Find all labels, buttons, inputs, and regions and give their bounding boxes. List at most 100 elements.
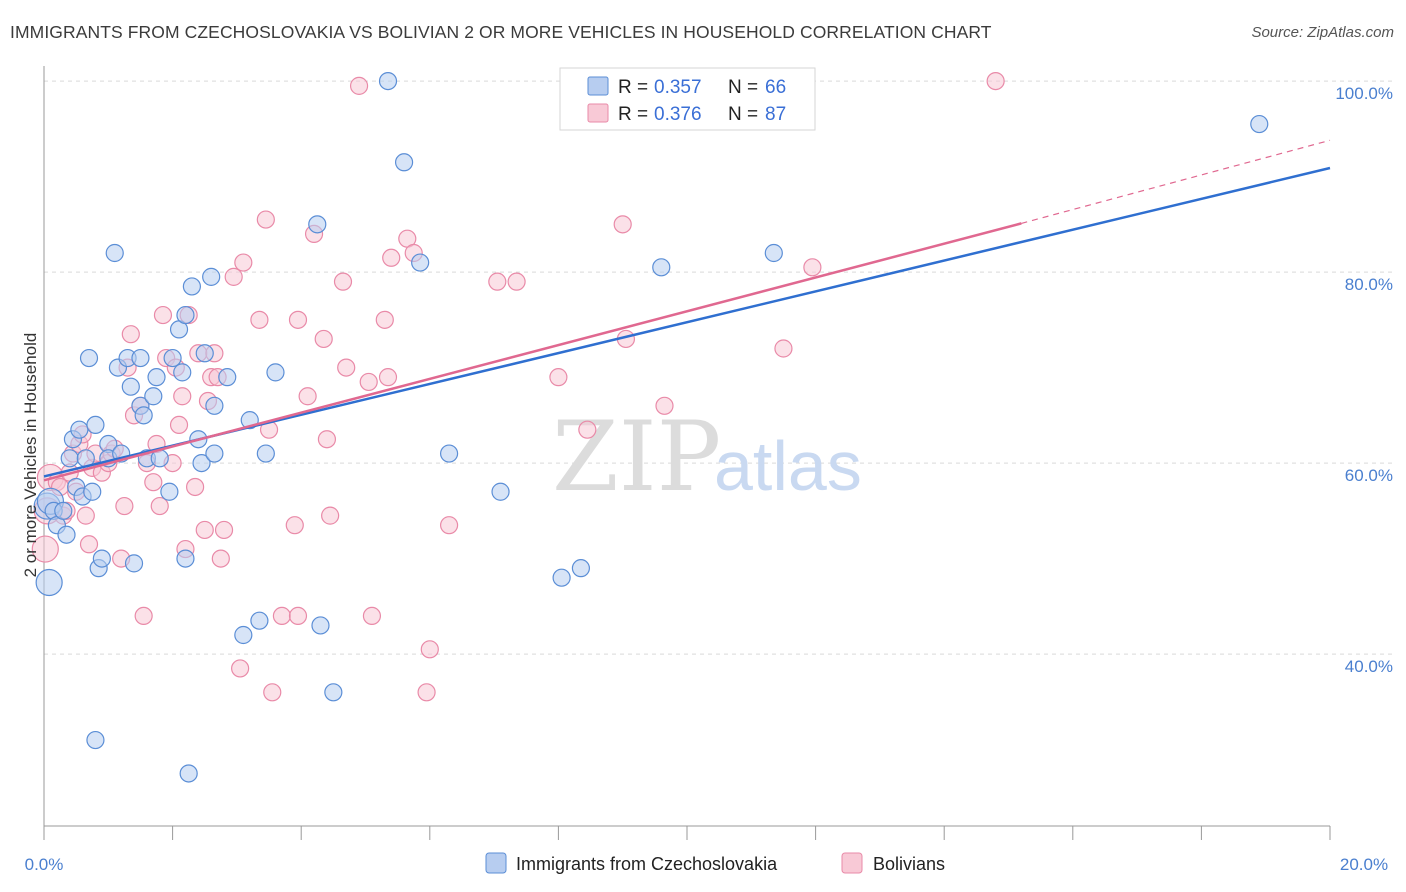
bolivians-point [298,387,317,406]
bolivians-point [256,210,275,229]
czechoslovakia-point [54,501,73,520]
bolivians-point [153,305,173,325]
czechoslovakia-point [160,482,179,501]
czechoslovakia-point [83,482,102,501]
legend-n-value: 87 [765,104,786,125]
bolivians-point [349,76,369,95]
legend-r-value: 0.376 [654,104,702,125]
bolivians-point [250,310,269,329]
czechoslovakia-point [202,267,221,286]
bolivians-point [186,477,205,497]
czechoslovakia-point [218,368,237,387]
axes: 0.0% 20.0% [25,66,1388,874]
czechoslovakia-point [552,568,571,587]
bolivians-point [321,506,340,525]
czechoslovakia-point [176,549,195,568]
bolivians-point [285,516,304,535]
bolivians-point [224,267,243,286]
czechoslovakia-points [33,71,1269,783]
czechoslovakia-point [57,525,76,544]
bolivians-point [333,272,353,291]
czechoslovakia-point [179,764,198,783]
bolivians-point [986,71,1005,91]
bolivians-point [214,520,234,540]
bolivians-point [488,272,507,291]
czechoslovakia-point [1250,114,1269,134]
czechoslovakia-point [250,611,269,630]
bolivians-point [382,248,401,267]
czechoslovakia-point [764,243,783,263]
bolivians-point [76,506,95,525]
bolivians-point [263,683,282,702]
bolivians-point [375,310,394,329]
bolivians-trend-extension [1021,139,1331,224]
bolivians-point [378,368,398,387]
czechoslovakia-point [491,482,510,501]
czechoslovakia-point [256,444,275,463]
czechoslovakia-point [79,348,99,368]
czechoslovakia-point [121,377,140,396]
bolivians-point [231,659,250,678]
czechoslovakia-point [394,153,414,172]
bolivians-point [337,358,356,377]
gridlines: 40.0% 60.0% 80.0% 100.0% [44,80,1393,676]
bolivians-point [234,253,253,272]
bottom-legend: Immigrants from Czechoslovakia Bolivians [485,852,945,874]
bolivians-point [173,387,192,406]
bolivians-point [507,272,526,291]
bolivians-point [150,496,169,516]
czechoslovakia-point [86,730,105,750]
bolivians-point [31,535,59,563]
bottom-legend-label: Bolivians [873,854,945,874]
czechoslovakia-point [192,454,211,473]
bolivians-point [288,606,308,626]
bolivians-point [211,549,230,568]
czechoslovakia-point [311,616,330,635]
bolivians-point [134,606,153,626]
czechoslovakia-point [308,215,327,234]
legend-swatch-pink [587,103,609,123]
legend-n-label: N = [728,104,758,125]
czechoslovakia-point [378,71,398,91]
bottom-legend-label: Immigrants from Czechoslovakia [516,854,778,874]
czechoslovakia-point [131,348,150,368]
trend-lines [43,139,1331,482]
legend-swatch-blue [587,76,609,96]
y-tick-label: 80.0% [1345,275,1393,294]
czechoslovakia-point [105,243,124,263]
bolivians-point [803,258,822,277]
bolivians-point [195,520,214,540]
czechoslovakia-point [411,253,430,272]
bolivians-point [439,516,459,535]
bolivians-point [144,473,163,492]
czechoslovakia-point [266,363,285,382]
y-tick-label: 60.0% [1345,466,1393,485]
bolivians-point [169,415,189,434]
czechoslovakia-point [234,625,253,645]
czechoslovakia-point [182,277,201,296]
czechoslovakia-point [134,406,153,425]
bolivians-point [655,396,674,415]
bolivians-point [79,535,99,554]
legend-n-value: 66 [765,77,786,98]
bolivians-point [417,683,436,702]
bolivians-point [362,606,382,626]
czechoslovakia-point [163,348,182,368]
legend-r-label: R = [618,104,648,125]
czechoslovakia-point [60,449,79,468]
czechoslovakia-point [571,559,591,578]
x-tick-label: 0.0% [25,855,64,874]
bolivians-point [774,339,793,358]
bolivians-point [121,325,140,344]
bolivians-points [31,71,1005,702]
y-axis-label: 2 or more Vehicles in Household [21,333,40,578]
legend-n-label: N = [728,77,758,98]
y-tick-label: 100.0% [1335,84,1393,103]
bolivians-point [420,640,439,659]
czechoslovakia-point [92,549,111,568]
source-label: Source: ZipAtlas.com [1251,24,1394,41]
bolivians-point [549,368,568,387]
legend-r-label: R = [618,77,648,98]
czechoslovakia-point [35,568,63,597]
